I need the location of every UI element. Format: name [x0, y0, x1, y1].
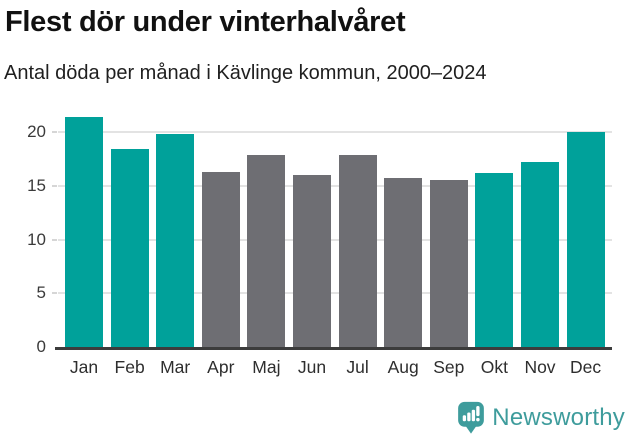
- bar-maj: [247, 154, 286, 347]
- y-axis-tick-label: 15: [27, 175, 46, 195]
- y-axis-tick-label: 5: [36, 283, 46, 303]
- x-axis-label-maj: Maj: [252, 357, 281, 377]
- x-axis-label-jun: Jun: [297, 357, 327, 377]
- bar-jun: [293, 175, 331, 347]
- y-axis-tick-label: 20: [27, 122, 46, 141]
- gridline: [58, 131, 612, 133]
- brand-name: Newsworthy: [492, 404, 625, 431]
- bar-feb: [110, 149, 149, 347]
- brand-footer: Newsworthy: [457, 401, 625, 435]
- gridline: [58, 292, 612, 295]
- y-axis-tickmark: [52, 292, 57, 295]
- x-axis-label-jul: Jul: [346, 357, 369, 377]
- y-axis-tickmark: [52, 184, 57, 187]
- y-axis-tick-label: 10: [27, 229, 46, 249]
- x-axis-label-feb: Feb: [114, 357, 145, 377]
- bar-mar: [156, 134, 195, 347]
- bar-apr: [201, 171, 240, 347]
- bar-aug: [384, 178, 423, 347]
- bar-dec: [566, 132, 605, 347]
- y-axis-tick-label: 0: [36, 337, 46, 356]
- x-axis-line: [55, 347, 612, 350]
- bar-sep: [429, 180, 468, 347]
- bar-jul: [338, 154, 377, 347]
- bar-okt: [475, 172, 514, 347]
- x-axis-label-dec: Dec: [570, 357, 602, 377]
- x-axis-label-okt: Okt: [480, 357, 508, 377]
- bar-nov: [521, 162, 559, 347]
- y-axis-tickmark: [52, 238, 57, 241]
- chart-title: Flest dör under vinterhalvåret: [5, 6, 406, 38]
- x-axis-label-aug: Aug: [387, 357, 419, 377]
- y-axis-tickmark: [52, 131, 57, 133]
- gridline: [58, 238, 612, 241]
- chart-subtitle: Antal döda per månad i Kävlinge kommun, …: [4, 62, 487, 84]
- x-axis-label-apr: Apr: [207, 357, 235, 377]
- x-axis-label-nov: Nov: [524, 357, 556, 377]
- newsworthy-logo-icon: [458, 401, 485, 434]
- gridline: [58, 184, 612, 187]
- x-axis-label-jan: Jan: [69, 357, 99, 377]
- bar-jan: [65, 116, 103, 347]
- bar-chart: 0 5 10 15 20 Jan Feb Mar Apr Maj Jun Jul Aug Sep Okt No…: [0, 100, 631, 385]
- x-axis-label-sep: Sep: [433, 357, 465, 377]
- x-axis-label-mar: Mar: [160, 357, 191, 377]
